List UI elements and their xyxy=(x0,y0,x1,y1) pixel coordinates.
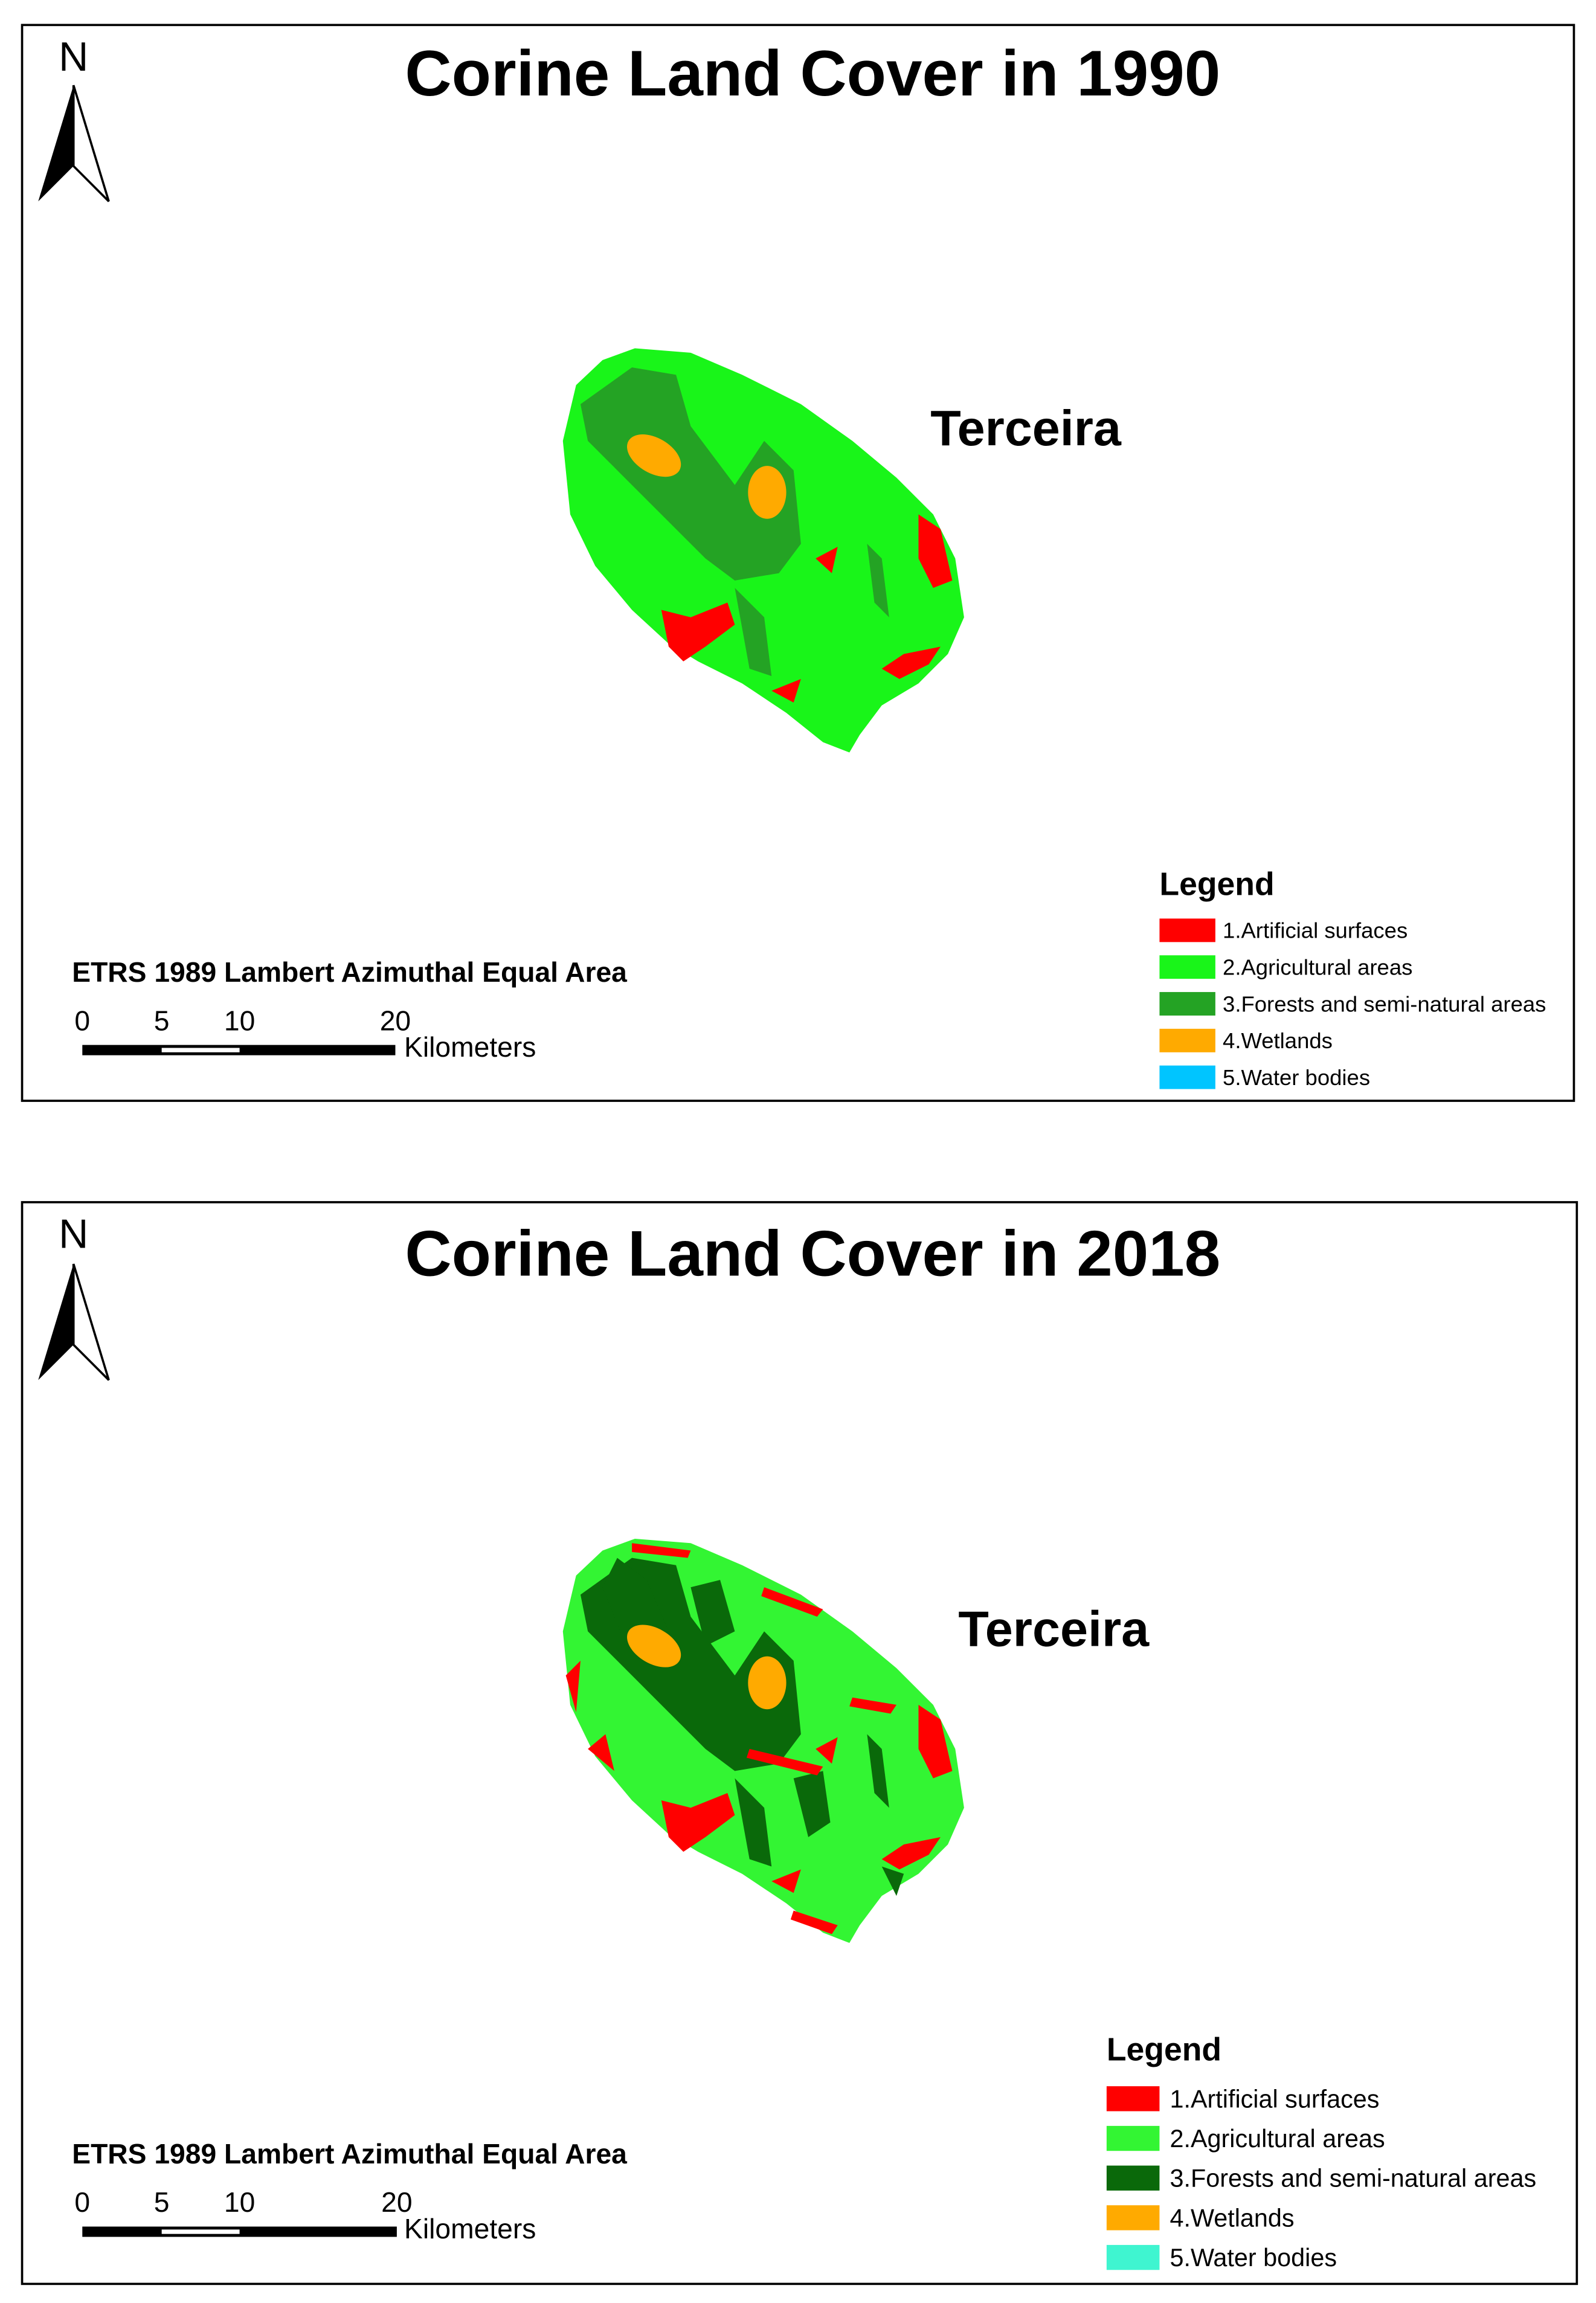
land-wetland xyxy=(748,1656,787,1710)
scale-label: 20 xyxy=(381,2186,412,2218)
land-artificial xyxy=(790,1910,838,1934)
land-artificial xyxy=(816,1737,838,1764)
legend-title: Legend xyxy=(1107,2032,1221,2068)
legend-label: 1.Artificial surfaces xyxy=(1223,918,1408,943)
north-label: N xyxy=(59,1211,88,1257)
scale-bar-gap xyxy=(161,2229,240,2234)
legend-label: 4.Wetlands xyxy=(1223,1028,1333,1053)
scale-unit: Kilometers xyxy=(404,1031,536,1063)
place-label: Terceira xyxy=(958,1601,1150,1657)
legend-label: 2.Agricultural areas xyxy=(1223,955,1412,979)
map-panel: Corine Land Cover in 1990 N Terceira Legend… xyxy=(21,24,1575,1102)
legend-label: 4.Wetlands xyxy=(1170,2204,1294,2232)
legend-label: 5.Water bodies xyxy=(1223,1065,1370,1090)
island-map xyxy=(562,1539,964,1943)
land-artificial xyxy=(918,1704,953,1779)
land-artificial xyxy=(588,1734,614,1771)
land-artificial xyxy=(771,1869,801,1893)
land-wetland xyxy=(627,434,681,477)
legend-swatch xyxy=(1159,992,1215,1016)
land-artificial xyxy=(816,546,838,573)
land-forest xyxy=(867,1734,889,1808)
land-artificial xyxy=(881,1837,941,1870)
land-artificial xyxy=(632,1543,691,1558)
land-artificial xyxy=(771,678,801,703)
scale-label: 10 xyxy=(224,1005,255,1036)
land-forest xyxy=(580,367,801,581)
scale-label: 0 xyxy=(74,2186,90,2218)
land-artificial xyxy=(746,1748,823,1776)
land-forest xyxy=(735,588,772,677)
scale-label: 0 xyxy=(74,1005,90,1036)
projection-label: ETRS 1989 Lambert Azimuthal Equal Area xyxy=(72,2138,627,2169)
legend-swatch xyxy=(1106,2086,1160,2111)
north-arrow xyxy=(72,1263,110,1381)
land-artificial xyxy=(761,1587,823,1617)
legend-label: 2.Agricultural areas xyxy=(1170,2125,1385,2153)
scale-label: 5 xyxy=(154,1005,170,1036)
land-forest xyxy=(867,544,889,617)
legend-swatch xyxy=(1159,918,1215,942)
north-label: N xyxy=(59,34,88,80)
land-artificial xyxy=(661,602,735,662)
legend-swatch xyxy=(1106,2244,1160,2270)
legend-title: Legend xyxy=(1159,866,1274,902)
scale-label: 10 xyxy=(224,2186,255,2218)
legend-label: 1.Artificial surfaces xyxy=(1170,2085,1379,2113)
scale-label: 5 xyxy=(154,2186,170,2218)
land-artificial xyxy=(565,1660,581,1713)
legend-swatch xyxy=(1106,2165,1160,2191)
land-artificial xyxy=(918,514,953,588)
scale-bar-gap xyxy=(161,1048,240,1052)
scale-unit: Kilometers xyxy=(404,2213,536,2244)
island-map xyxy=(562,348,964,753)
legend-swatch xyxy=(1159,1065,1215,1089)
land-artificial xyxy=(849,1697,896,1714)
map-title: Corine Land Cover in 1990 xyxy=(405,37,1220,109)
legend-swatch xyxy=(1106,2205,1160,2231)
land-forest xyxy=(735,1778,772,1867)
legend-swatch xyxy=(1159,955,1215,979)
legend-label: 3.Forests and semi-natural areas xyxy=(1170,2165,1536,2192)
legend-label: 3.Forests and semi-natural areas xyxy=(1223,991,1546,1016)
legend-label: 5.Water bodies xyxy=(1170,2244,1337,2272)
land-artificial xyxy=(661,1792,735,1852)
land-forest xyxy=(690,1580,735,1646)
map-panel: Corine Land Cover in 2018 N Terceira Legend… xyxy=(21,1201,1578,2285)
land-forest xyxy=(881,1866,904,1896)
legend-swatch xyxy=(1159,1028,1215,1052)
land-wetland xyxy=(627,1625,681,1667)
map-title: Corine Land Cover in 2018 xyxy=(405,1217,1220,1290)
land-artificial xyxy=(881,646,941,679)
land-forest xyxy=(793,1771,831,1837)
legend-swatch xyxy=(1106,2125,1160,2151)
land-wetland xyxy=(748,466,787,519)
projection-label: ETRS 1989 Lambert Azimuthal Equal Area xyxy=(72,956,627,988)
scale-label: 20 xyxy=(380,1005,411,1036)
north-arrow xyxy=(72,85,110,202)
place-label: Terceira xyxy=(930,400,1122,456)
